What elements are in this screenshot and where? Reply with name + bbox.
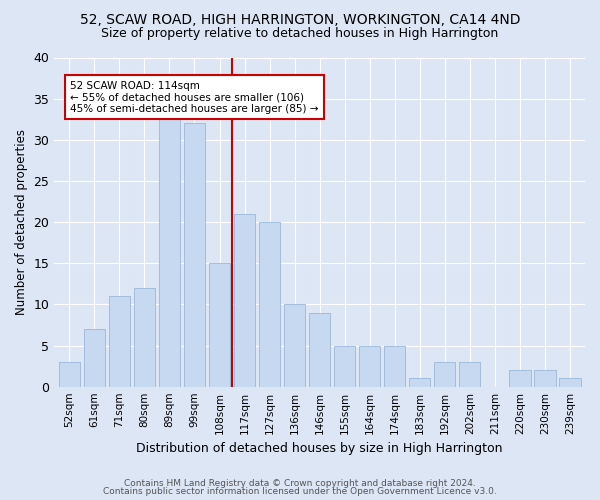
Bar [359, 346, 380, 387]
Bar [409, 378, 430, 386]
Bar [559, 378, 581, 386]
Bar [509, 370, 530, 386]
Text: Contains HM Land Registry data © Crown copyright and database right 2024.: Contains HM Land Registry data © Crown c… [124, 478, 476, 488]
Text: 52 SCAW ROAD: 114sqm
← 55% of detached houses are smaller (106)
45% of semi-deta: 52 SCAW ROAD: 114sqm ← 55% of detached h… [70, 80, 319, 114]
Bar [384, 346, 406, 387]
Bar [59, 362, 80, 386]
Bar [109, 296, 130, 386]
Bar [309, 312, 330, 386]
Text: Size of property relative to detached houses in High Harrington: Size of property relative to detached ho… [101, 28, 499, 40]
Bar [334, 346, 355, 387]
Bar [259, 222, 280, 386]
Bar [434, 362, 455, 386]
Bar [209, 263, 230, 386]
Bar [535, 370, 556, 386]
Bar [84, 329, 105, 386]
Y-axis label: Number of detached properties: Number of detached properties [15, 129, 28, 315]
Bar [159, 115, 180, 386]
Text: 52, SCAW ROAD, HIGH HARRINGTON, WORKINGTON, CA14 4ND: 52, SCAW ROAD, HIGH HARRINGTON, WORKINGT… [80, 12, 520, 26]
X-axis label: Distribution of detached houses by size in High Harrington: Distribution of detached houses by size … [136, 442, 503, 455]
Bar [184, 124, 205, 386]
Bar [134, 288, 155, 386]
Bar [284, 304, 305, 386]
Bar [234, 214, 255, 386]
Text: Contains public sector information licensed under the Open Government Licence v3: Contains public sector information licen… [103, 487, 497, 496]
Bar [459, 362, 481, 386]
